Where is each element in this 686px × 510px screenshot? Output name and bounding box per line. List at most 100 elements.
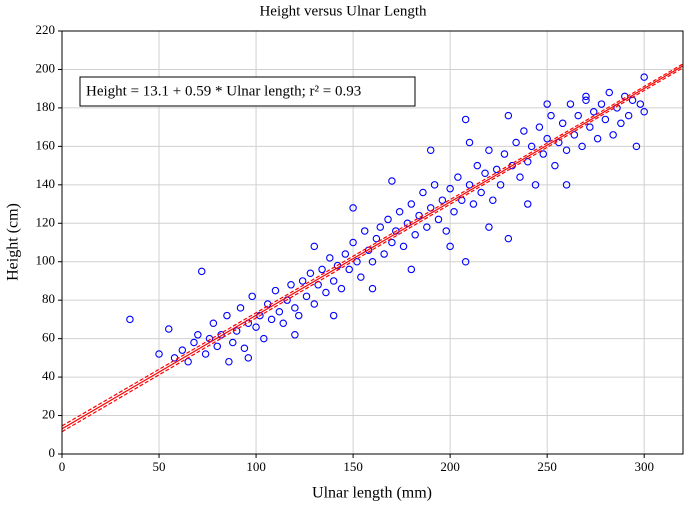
- y-tick-label: 0: [49, 445, 56, 460]
- point: [326, 254, 334, 262]
- point: [531, 181, 540, 189]
- y-axis-label: Height (cm): [5, 203, 22, 281]
- point: [349, 204, 357, 212]
- y-tick-label: 200: [36, 60, 56, 75]
- point: [632, 142, 641, 151]
- point: [473, 161, 482, 170]
- point: [500, 150, 509, 158]
- point: [454, 173, 462, 181]
- point: [279, 319, 287, 328]
- point: [380, 250, 388, 258]
- point: [578, 142, 586, 151]
- point: [469, 200, 478, 208]
- point: [164, 325, 173, 333]
- x-tick-label: 250: [537, 459, 557, 474]
- point: [539, 150, 548, 158]
- point: [523, 200, 532, 208]
- point: [485, 223, 493, 231]
- point: [252, 323, 260, 331]
- point: [617, 119, 625, 128]
- point: [504, 234, 513, 243]
- point: [593, 134, 602, 143]
- annotation-box: [79, 76, 416, 107]
- x-tick-label: 150: [343, 459, 363, 474]
- point: [287, 281, 295, 289]
- point: [461, 115, 470, 124]
- point: [446, 184, 454, 193]
- point: [523, 157, 532, 166]
- point: [450, 207, 458, 216]
- point: [310, 300, 319, 308]
- point: [566, 100, 575, 108]
- point: [248, 292, 256, 301]
- point: [126, 315, 134, 324]
- point: [372, 234, 381, 243]
- point: [201, 350, 210, 358]
- point: [376, 223, 385, 231]
- point: [586, 123, 594, 131]
- y-tick-label: 20: [42, 407, 55, 422]
- point: [442, 227, 450, 235]
- point: [516, 173, 524, 181]
- point: [520, 127, 528, 135]
- x-tick-label: 200: [440, 459, 460, 474]
- point: [298, 277, 307, 285]
- frame: [61, 30, 684, 455]
- point: [582, 92, 590, 101]
- point: [535, 123, 544, 131]
- point: [357, 273, 365, 281]
- point: [485, 146, 493, 154]
- point: [589, 108, 598, 116]
- y-tick-label: 120: [36, 214, 56, 229]
- point: [551, 161, 559, 170]
- point: [388, 238, 396, 247]
- point: [504, 111, 513, 120]
- point: [194, 331, 202, 339]
- point: [543, 134, 551, 143]
- point: [213, 342, 222, 351]
- x-tick-label: 100: [246, 459, 266, 474]
- point: [360, 227, 369, 235]
- point: [178, 346, 187, 354]
- point: [236, 304, 245, 312]
- point: [640, 73, 648, 81]
- point: [329, 311, 338, 320]
- y-tick-label: 40: [42, 368, 55, 383]
- point: [407, 265, 416, 274]
- point: [419, 188, 427, 197]
- point: [461, 257, 470, 266]
- point: [597, 100, 606, 108]
- point: [492, 165, 501, 174]
- point: [411, 231, 419, 239]
- point: [244, 354, 253, 362]
- y-tick-label: 100: [36, 253, 56, 268]
- point: [271, 286, 280, 295]
- x-tick-label: 50: [153, 459, 166, 474]
- point: [407, 200, 416, 208]
- point: [527, 142, 536, 151]
- point: [562, 181, 571, 189]
- y-tick-label: 60: [42, 330, 55, 345]
- point: [601, 115, 610, 124]
- point: [426, 146, 435, 154]
- point: [438, 196, 447, 204]
- y-tick-label: 80: [42, 291, 55, 306]
- point: [291, 304, 299, 312]
- point: [345, 265, 353, 274]
- x-axis-label: Ulnar length (mm): [312, 485, 432, 502]
- point: [190, 338, 198, 347]
- point: [481, 169, 489, 178]
- y-tick-label: 180: [36, 99, 56, 114]
- point: [512, 138, 520, 147]
- chart-title: Height versus Ulnar Length: [259, 3, 427, 19]
- point: [223, 311, 231, 320]
- point: [465, 138, 474, 147]
- point: [430, 181, 439, 189]
- point: [322, 288, 330, 297]
- point: [388, 177, 396, 185]
- point: [395, 207, 404, 216]
- point: [240, 344, 249, 352]
- point: [399, 242, 408, 251]
- point: [582, 96, 590, 104]
